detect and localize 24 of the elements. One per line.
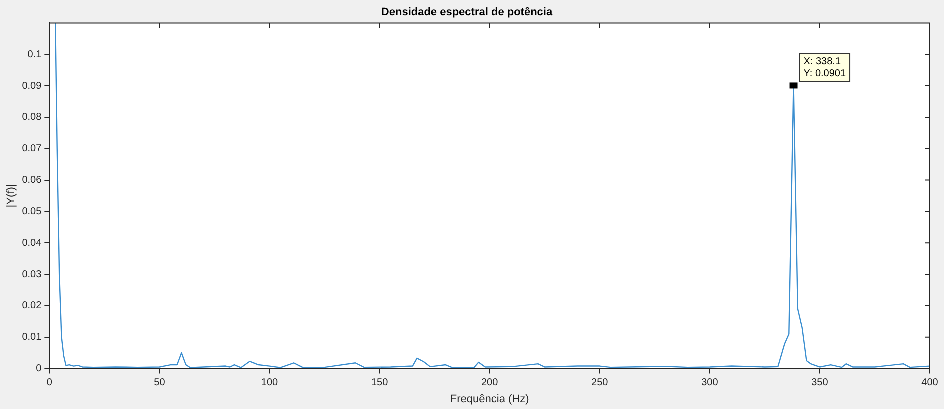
y-tick-label: 0.06 (22, 175, 42, 186)
chart-title: Densidade espectral de potência (381, 6, 554, 19)
y-tick-label: 0.07 (22, 144, 42, 155)
y-tick-label: 0.02 (22, 300, 42, 312)
x-tick-label: 350 (812, 378, 829, 389)
x-tick-label: 300 (702, 378, 719, 389)
y-tick-label: 0.1 (28, 49, 42, 60)
x-tick-label: 250 (592, 378, 609, 389)
y-tick-label: 0.05 (22, 206, 42, 218)
x-tick-label: 200 (481, 378, 499, 389)
y-tick-label: 0.01 (22, 332, 42, 344)
annotation: X: 338.1 Y: 0.0901 (804, 56, 846, 80)
x-tick-label: 0 (46, 378, 53, 389)
y-tick-label: 0 (36, 364, 42, 375)
x-tick-label: 50 (154, 378, 166, 389)
y-axis-title: |Y(f)| (6, 184, 18, 208)
y-tick-label: 0.08 (22, 112, 42, 124)
y-tick-label: 0.03 (22, 269, 42, 280)
x-tick-label: 100 (261, 378, 279, 389)
x-axis-title: Frequência (Hz) (450, 393, 530, 406)
x-tick-label: 400 (922, 378, 939, 389)
x-tick-label: 150 (371, 378, 389, 389)
y-tick-label: 0.04 (22, 238, 42, 249)
y-tick-label: 0.09 (22, 80, 42, 92)
